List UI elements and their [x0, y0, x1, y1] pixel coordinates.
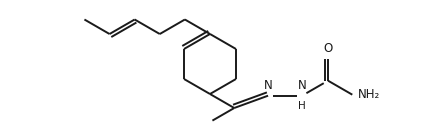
Text: N: N: [298, 79, 306, 92]
Text: NH₂: NH₂: [358, 88, 381, 101]
Text: O: O: [324, 42, 333, 55]
Text: N: N: [264, 79, 272, 92]
Text: H: H: [298, 101, 306, 111]
